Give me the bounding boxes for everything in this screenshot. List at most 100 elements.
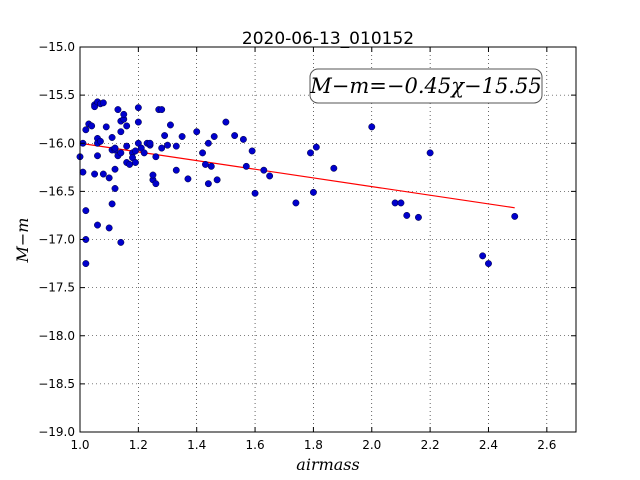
data-point [82, 126, 90, 134]
data-point [213, 176, 221, 184]
data-point [172, 142, 180, 150]
x-tick-label: 1.6 [246, 438, 265, 452]
data-point [292, 199, 300, 207]
data-point [82, 260, 90, 268]
data-point [99, 99, 107, 107]
data-point [117, 149, 125, 157]
data-point [102, 123, 110, 131]
x-tick-label: 1.4 [187, 438, 206, 452]
y-tick-label: −17.0 [38, 233, 75, 247]
data-point [479, 252, 487, 260]
y-tick-label: −18.0 [38, 329, 75, 343]
data-point [239, 135, 247, 143]
data-point [330, 164, 338, 172]
x-tick-label: 1.0 [70, 438, 89, 452]
y-tick-label: −19.0 [38, 425, 75, 439]
data-point [260, 166, 268, 174]
grid-lines [80, 47, 576, 432]
x-tick-label: 2.4 [479, 438, 498, 452]
data-point [204, 139, 212, 147]
data-point [166, 121, 174, 129]
data-point [222, 118, 230, 126]
data-point [82, 207, 90, 215]
y-tick-label: −18.5 [38, 377, 75, 391]
data-point [105, 174, 113, 182]
data-point [164, 141, 171, 149]
data-point [207, 162, 215, 170]
data-point [120, 110, 128, 118]
data-point [117, 238, 125, 246]
x-tick-label: 2.6 [537, 438, 556, 452]
data-point [123, 122, 131, 130]
data-point [204, 180, 212, 188]
fit-line-layer [79, 142, 515, 209]
fit-equation: M−m=−0.45χ−15.55 [309, 74, 541, 98]
x-axis-label: airmass [296, 455, 359, 474]
data-point [178, 133, 186, 140]
x-tick-label: 2.0 [362, 438, 381, 452]
data-point [94, 221, 101, 229]
data-point [149, 171, 157, 179]
x-tick-label: 2.2 [421, 438, 440, 452]
data-point [111, 144, 119, 152]
data-point [184, 175, 192, 183]
data-point [391, 199, 399, 207]
data-point [91, 170, 99, 178]
fit-line [79, 142, 515, 209]
y-tick-label: −16.0 [38, 136, 75, 150]
data-point [134, 104, 142, 112]
data-point [368, 123, 376, 131]
data-point [199, 149, 206, 157]
data-point [158, 106, 166, 114]
data-point [414, 213, 422, 221]
y-tick-label: −16.5 [38, 184, 75, 198]
data-point [193, 128, 201, 136]
data-point [172, 166, 180, 174]
axis-ticks: 1.0 1.2 1.4 1.6 1.8 2.0 2.2 2.4 2.6 −15.0 −15.5 −16… [38, 40, 576, 452]
data-point [307, 149, 314, 157]
data-point [403, 211, 411, 219]
data-point [94, 152, 101, 160]
data-point [152, 153, 160, 161]
data-point [231, 132, 239, 140]
y-tick-label: −17.5 [38, 281, 75, 295]
data-point [140, 149, 148, 157]
data-point [126, 160, 134, 168]
data-point [111, 165, 119, 173]
data-point [88, 122, 96, 130]
data-point [111, 185, 119, 192]
y-tick-label: −15.0 [38, 40, 75, 54]
data-point [266, 172, 274, 180]
data-point [117, 128, 125, 136]
chart-title: 2020-06-13_010152 [242, 29, 414, 49]
data-point [158, 144, 166, 152]
data-point [131, 147, 139, 155]
data-point [242, 162, 250, 170]
data-point [114, 106, 122, 114]
y-tick-label: −15.5 [38, 88, 75, 102]
data-point [146, 139, 154, 147]
data-point [161, 132, 169, 140]
data-point [131, 159, 139, 166]
data-point [96, 137, 104, 145]
data-point [397, 199, 405, 207]
data-point [511, 212, 519, 220]
data-point [108, 200, 116, 208]
x-tick-label: 1.8 [304, 438, 323, 452]
data-point [309, 188, 317, 196]
x-tick-label: 1.2 [129, 438, 148, 452]
data-point [210, 133, 218, 140]
data-point [251, 189, 259, 197]
data-point [108, 134, 116, 141]
data-point [99, 170, 107, 178]
data-point [152, 180, 160, 188]
data-point [426, 149, 434, 157]
data-point [312, 143, 320, 151]
data-points [76, 98, 519, 268]
fit-equation-box: M−m=−0.45χ−15.55 [309, 68, 543, 104]
data-point [202, 160, 209, 168]
data-point [79, 168, 87, 176]
data-point [134, 118, 142, 126]
data-point [105, 224, 113, 232]
